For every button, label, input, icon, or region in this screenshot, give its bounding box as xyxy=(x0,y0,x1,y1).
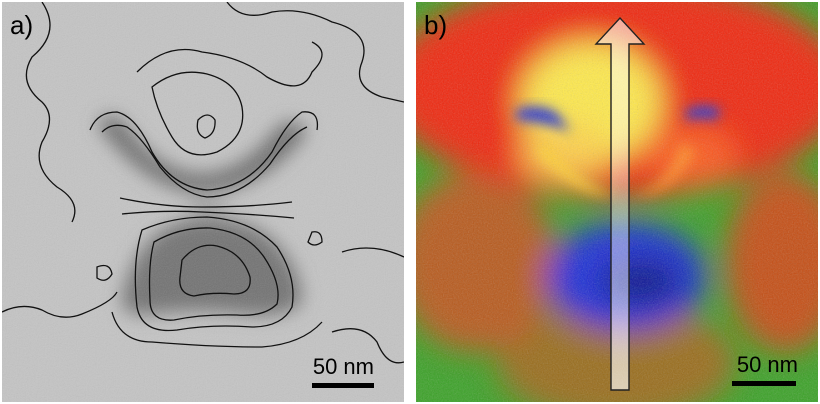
tem-image xyxy=(2,2,404,402)
panel-b-color-map: b) 50 nm xyxy=(416,2,818,402)
panel-b-scale-bar xyxy=(732,381,796,386)
color-map-image xyxy=(416,2,818,402)
panel-b-scale-label: 50 nm xyxy=(736,352,798,377)
panel-a-tem-image: a) 50 nm xyxy=(2,2,404,402)
panel-a-label: a) xyxy=(10,10,34,40)
tem-noise xyxy=(2,2,404,402)
panel-a-scale-label: 50 nm xyxy=(312,354,374,379)
contour-lines xyxy=(2,2,404,364)
panel-a-scale-bar xyxy=(312,383,374,388)
panel-b-label: b) xyxy=(424,10,448,40)
up-arrow xyxy=(594,16,646,391)
